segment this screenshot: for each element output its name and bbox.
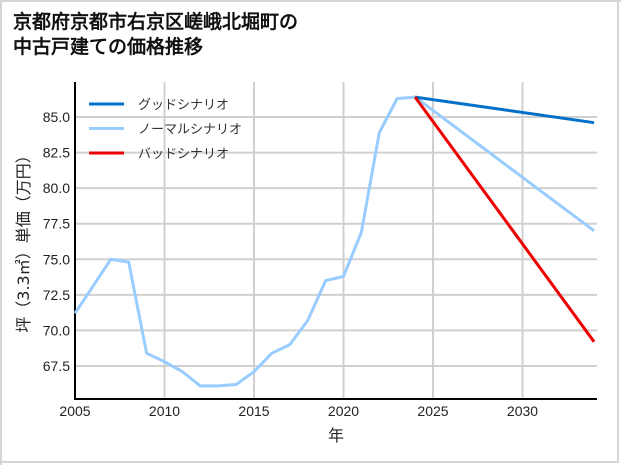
- series-line-0: [414, 95, 595, 125]
- x-tick-label: 2025: [417, 403, 448, 419]
- y-tick-label: 67.5: [43, 358, 70, 374]
- x-tick-label: 2005: [59, 403, 90, 419]
- legend-label-0: グッドシナリオ: [138, 98, 229, 113]
- legend-label-1: ノーマルシナリオ: [138, 123, 242, 138]
- x-tick-label: 2030: [507, 403, 538, 419]
- series-line-1: [73, 95, 595, 388]
- frame-left-border: [0, 0, 2, 465]
- series-line-2: [413, 96, 596, 343]
- x-axis-label: 年: [328, 426, 344, 445]
- x-tick-label: 2020: [328, 403, 359, 419]
- y-tick-label: 85.0: [43, 109, 70, 125]
- frame-top-border: [0, 0, 621, 2]
- y-tick-label: 82.5: [43, 145, 70, 161]
- y-tick-label: 77.5: [43, 216, 70, 232]
- y-tick-label: 75.0: [43, 251, 70, 267]
- x-tick-label: 2015: [238, 403, 269, 419]
- y-tick-label: 80.0: [43, 180, 70, 196]
- y-tick-label: 70.0: [43, 322, 70, 338]
- legend-label-2: バッドシナリオ: [138, 147, 229, 162]
- y-tick-label: 72.5: [43, 287, 70, 303]
- x-tick-label: 2010: [149, 403, 180, 419]
- chart-title: 京都府京都市右京区嵯峨北堀町の 中古戸建ての価格推移: [13, 11, 299, 58]
- y-axis-label: 坪（3.3㎡）単価（万円）: [14, 147, 33, 332]
